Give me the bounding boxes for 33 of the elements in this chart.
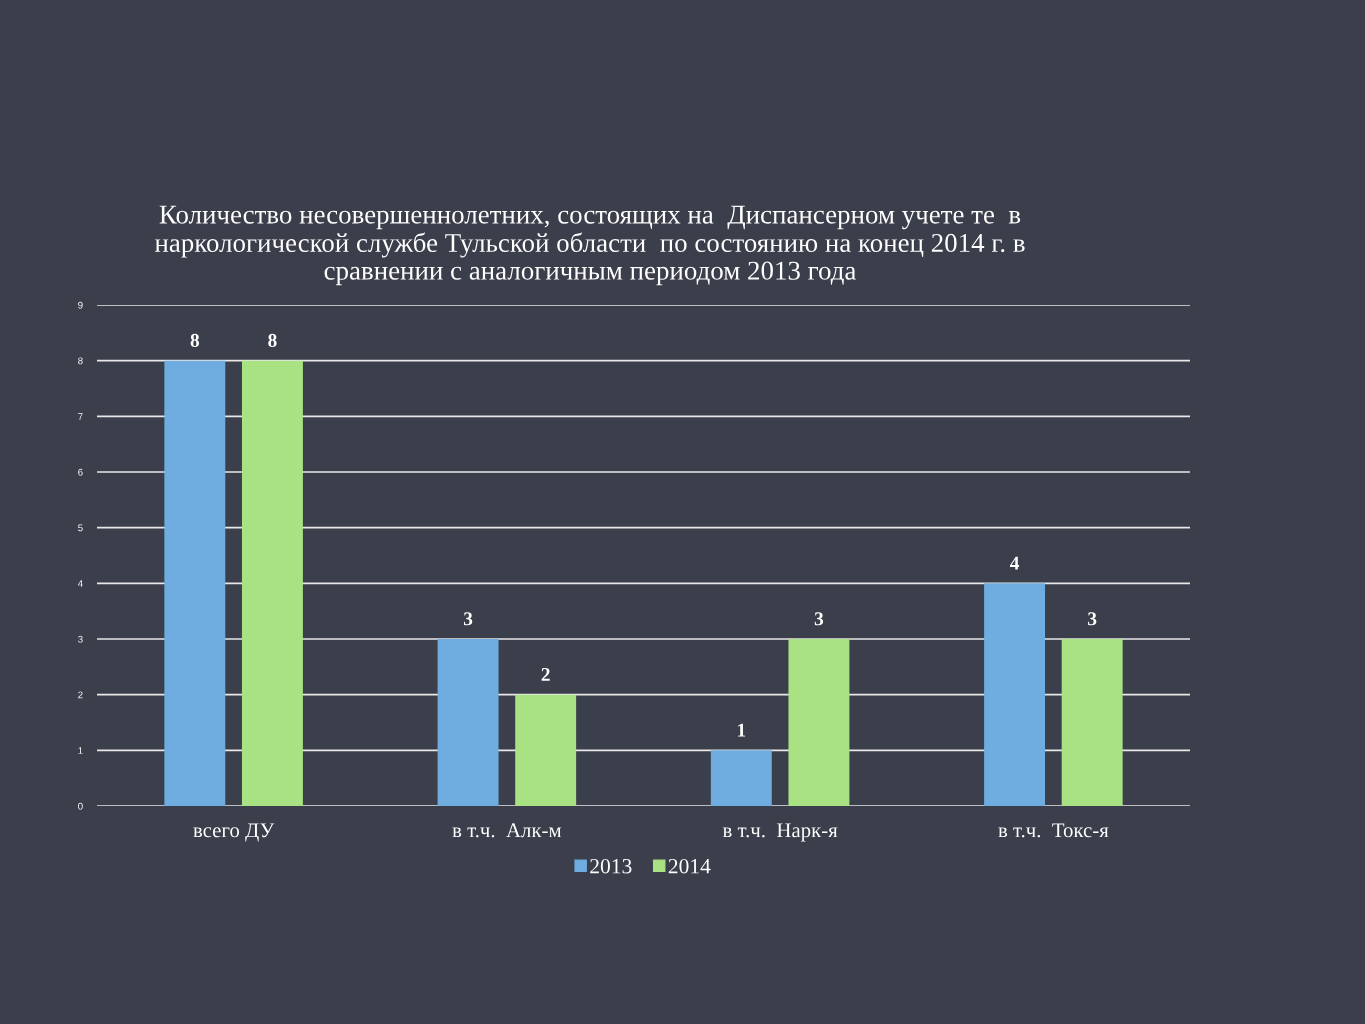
bar (710, 750, 772, 806)
y-tick-label: 5 (78, 524, 83, 532)
data-label: 3 (1088, 612, 1097, 626)
y-tick-label: 4 (77, 580, 83, 587)
y-tick-label: 8 (78, 357, 83, 365)
bar (515, 694, 577, 806)
data-label: 4 (1009, 556, 1020, 570)
y-tick-label: 2 (78, 691, 83, 699)
x-tick-label: в т.ч. Нарк-я (722, 823, 838, 842)
legend-label: 2014 (668, 858, 711, 874)
y-tick-label: 7 (78, 413, 83, 420)
bar (788, 639, 850, 806)
y-tick-label: 1 (78, 747, 83, 754)
data-label: 3 (814, 612, 824, 626)
bar (437, 639, 499, 806)
bar (164, 360, 226, 806)
data-label: 8 (268, 333, 277, 347)
data-label: 2 (541, 667, 550, 681)
chart-title: Количество несовершеннолетних, состоящих на Диспансерном учете те в наркологической службе Тульской области по состоянию на конец 2014 г. в сравнении с аналогичным периодом 2013 года (154, 205, 1025, 286)
bar (1061, 639, 1123, 806)
bar (241, 360, 303, 806)
bar (984, 583, 1046, 806)
y-tick-label: 9 (78, 301, 83, 309)
y-tick-label: 0 (78, 802, 83, 810)
data-label: 8 (190, 333, 200, 347)
x-tick-label: всего ДУ (193, 823, 275, 842)
legend-label: 2013 (590, 858, 632, 874)
x-tick-label: в т.ч. Токс-я (998, 823, 1109, 838)
data-label: 3 (463, 612, 473, 626)
y-tick-label: 6 (78, 468, 83, 476)
data-label: 1 (738, 723, 746, 737)
y-tick-label: 3 (78, 635, 83, 643)
x-tick-label: в т.ч. Алк-м (452, 823, 562, 838)
